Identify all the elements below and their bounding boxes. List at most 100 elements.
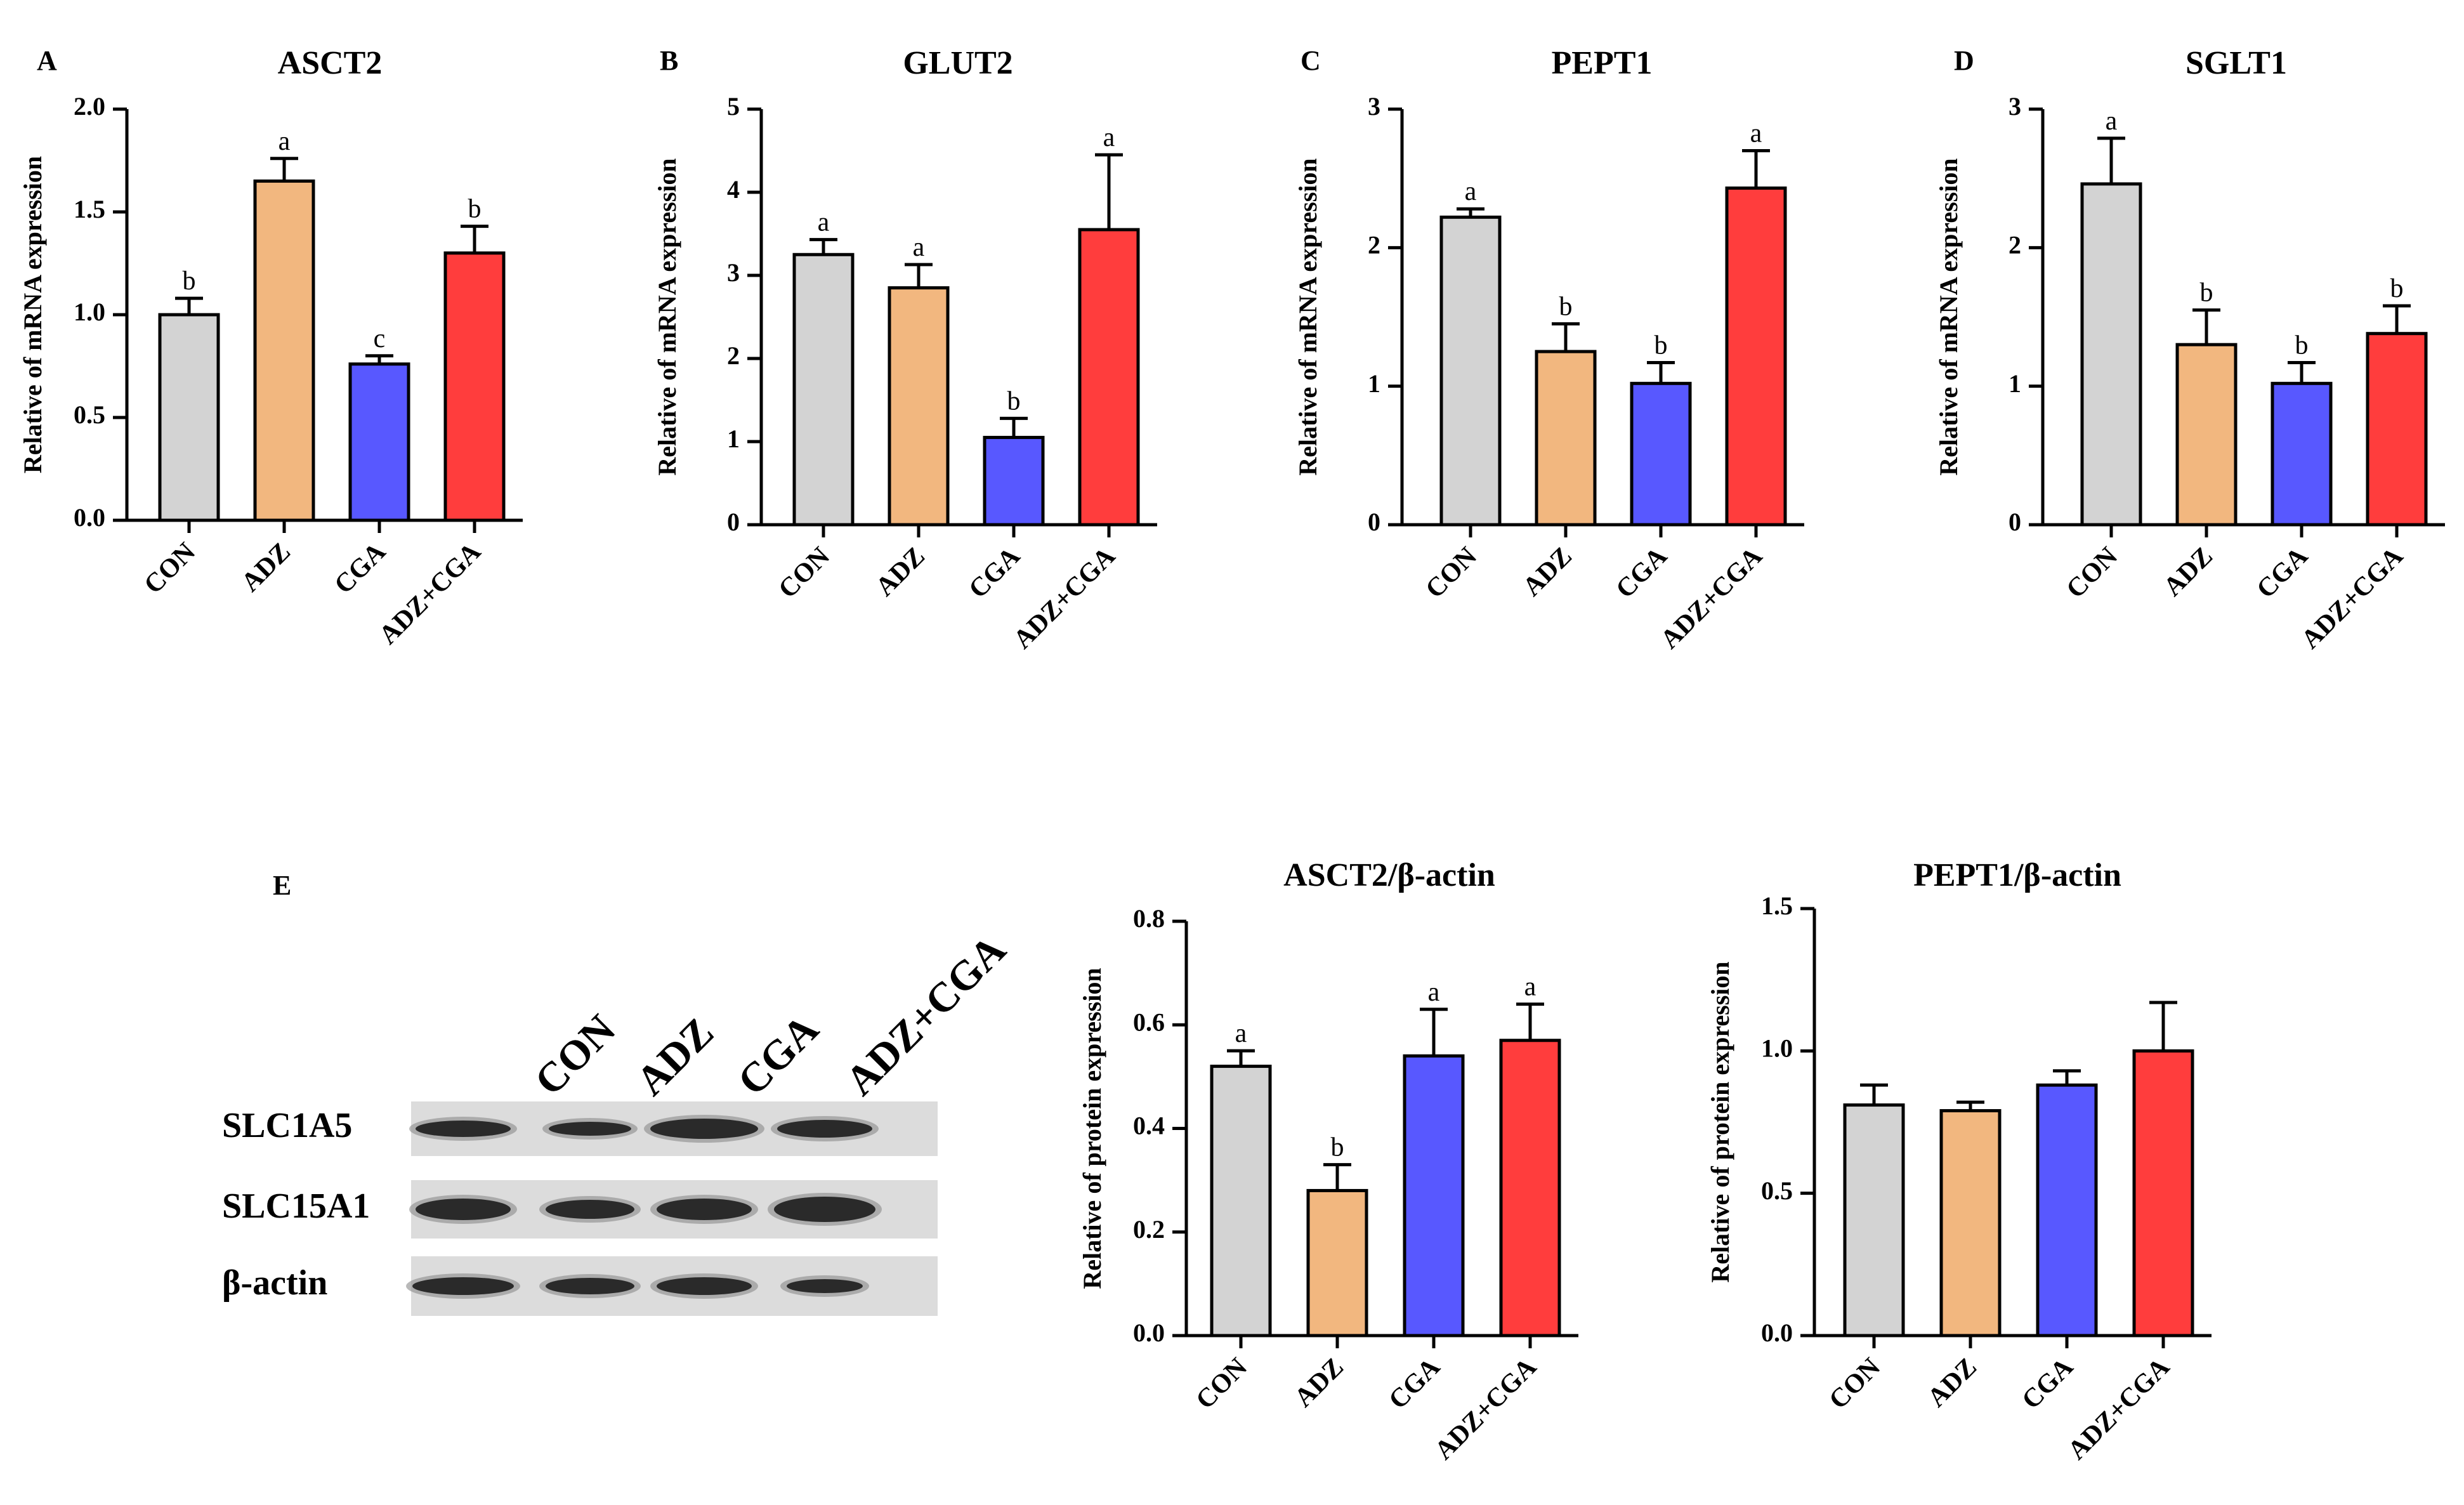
western-blot: CON ADZ CGA ADZ+CGA SLC1A5 SLC15A1 β-actin bbox=[222, 888, 1015, 1332]
chart-e1-y-tick-label: 0.6 bbox=[1133, 1008, 1165, 1036]
chart-e1-bar bbox=[1403, 1054, 1465, 1337]
chart-c-significance-label: b bbox=[1559, 292, 1573, 321]
chart-a-category-label: CGA bbox=[329, 537, 392, 600]
chart-c-category-label: ADZ bbox=[1517, 542, 1578, 602]
chart-b-bar bbox=[792, 253, 855, 527]
chart-c-bar bbox=[1535, 350, 1597, 527]
chart-d-y-tick-label: 2 bbox=[2009, 231, 2021, 260]
blot-band bbox=[549, 1122, 631, 1136]
chart-b-bar bbox=[983, 435, 1045, 527]
chart-b-category-label: ADZ+CGA bbox=[1008, 541, 1122, 655]
chart-a-category-label: ADZ+CGA bbox=[374, 537, 487, 650]
chart-c-category-label: ADZ+CGA bbox=[1655, 541, 1769, 655]
chart-a-significance-label: c bbox=[374, 324, 386, 353]
chart-c-y-tick-label: 1 bbox=[1368, 369, 1380, 398]
chart-e2-y-tick-label: 0.0 bbox=[1761, 1318, 1793, 1347]
chart-b-significance-label: a bbox=[1103, 123, 1115, 152]
chart-e1-category-label: CON bbox=[1191, 1353, 1254, 1416]
blot-band bbox=[774, 1197, 875, 1222]
blot-band bbox=[416, 1199, 511, 1220]
chart-d-y-tick-label: 0 bbox=[2009, 508, 2021, 536]
chart-panel-c: C PEPT1 Relative of mRNA expression 0 1 2 3 a C… bbox=[1281, 25, 1840, 730]
chart-a-significance-label: b bbox=[183, 266, 196, 296]
chart-e2-svg: PEPT1/β-actin Relative of protein express… bbox=[1706, 857, 2212, 1466]
blot-band bbox=[650, 1119, 758, 1139]
chart-panel-d: D SGLT1 Relative of mRNA expression 0 1 2 3 a C… bbox=[1922, 25, 2464, 730]
chart-e2-y-axis-label: Relative of protein expression bbox=[1706, 961, 1734, 1282]
chart-d-significance-label: b bbox=[2295, 331, 2309, 360]
blot-band bbox=[787, 1279, 863, 1293]
chart-panel-b: B GLUT2 Relative of mRNA expression 0 1 2 3 4 5… bbox=[641, 25, 1199, 730]
chart-d-significance-label: b bbox=[2390, 274, 2404, 303]
chart-e1-significance-label: a bbox=[1524, 973, 1537, 1002]
western-blot-svg: CON ADZ CGA ADZ+CGA SLC1A5 SLC15A1 β-actin bbox=[222, 926, 1015, 1316]
chart-e1-title: ASCT2/β-actin bbox=[1283, 857, 1495, 893]
chart-d-bar bbox=[2080, 182, 2142, 527]
chart-a-svg: ASCT2 Relative of mRNA expression 0.0 0.5 1.… bbox=[18, 45, 523, 650]
chart-b-y-tick-label: 4 bbox=[727, 175, 740, 204]
chart-c-significance-label: b bbox=[1655, 331, 1668, 360]
blot-column-label: ADZ+CGA bbox=[837, 926, 1015, 1105]
chart-e2-category-label: ADZ+CGA bbox=[2062, 1352, 2176, 1466]
chart-b-significance-label: a bbox=[818, 208, 830, 237]
chart-d-bar bbox=[2175, 343, 2238, 527]
blot-band bbox=[657, 1199, 752, 1220]
chart-c-category-label: CON bbox=[1420, 542, 1483, 605]
chart-a-y-tick-label: 2.0 bbox=[74, 92, 105, 121]
blot-column-label: CGA bbox=[729, 1006, 828, 1105]
chart-panel-e1: ASCT2/β-actin Relative of protein express… bbox=[1053, 825, 1624, 1505]
chart-panel-a: A ASCT2 Relative of mRNA expression 0.0 0.5… bbox=[0, 25, 558, 730]
chart-a-y-axis-label: Relative of mRNA expression bbox=[18, 156, 47, 473]
chart-e2-bar bbox=[2132, 1049, 2194, 1337]
chart-e1-y-tick-label: 0.4 bbox=[1133, 1112, 1165, 1140]
chart-d-y-tick-label: 1 bbox=[2009, 369, 2021, 398]
blot-row-label: β-actin bbox=[222, 1263, 327, 1303]
chart-b-category-label: CGA bbox=[964, 541, 1026, 604]
blot-column-label: CON bbox=[526, 1006, 624, 1104]
chart-a-y-tick-label: 0.0 bbox=[74, 503, 105, 532]
chart-b-y-tick-label: 3 bbox=[727, 258, 740, 287]
blot-band bbox=[657, 1277, 752, 1295]
chart-a-category-label: ADZ bbox=[236, 537, 296, 598]
chart-d-category-label: CON bbox=[2061, 542, 2124, 605]
chart-c-y-tick-label: 2 bbox=[1368, 231, 1380, 260]
chart-a-bar bbox=[443, 251, 506, 522]
chart-b-bar bbox=[1078, 228, 1140, 527]
chart-d-bar bbox=[2271, 381, 2333, 527]
chart-e1-y-tick-label: 0.2 bbox=[1133, 1215, 1165, 1244]
chart-a-y-tick-label: 1.5 bbox=[74, 195, 105, 223]
chart-e1-bar bbox=[1499, 1039, 1561, 1337]
chart-b-bar bbox=[888, 286, 950, 527]
chart-e1-bar bbox=[1210, 1065, 1272, 1337]
chart-d-category-label: ADZ+CGA bbox=[2296, 541, 2409, 655]
chart-b-category-label: ADZ bbox=[870, 542, 931, 602]
chart-e2-y-tick-label: 1.0 bbox=[1761, 1034, 1793, 1063]
chart-c-svg: PEPT1 Relative of mRNA expression 0 1 2 3 a CON… bbox=[1294, 45, 1804, 655]
chart-d-svg: SGLT1 Relative of mRNA expression 0 1 2 3 a CON… bbox=[1934, 45, 2445, 655]
chart-e1-bar bbox=[1306, 1188, 1368, 1337]
chart-a-bar bbox=[158, 313, 220, 522]
chart-b-title: GLUT2 bbox=[903, 45, 1012, 81]
chart-e2-bar bbox=[1843, 1103, 1905, 1337]
chart-e1-y-axis-label: Relative of protein expression bbox=[1078, 968, 1106, 1289]
chart-b-y-tick-label: 5 bbox=[727, 92, 740, 121]
chart-b-svg: GLUT2 Relative of mRNA expression 0 1 2 3 4 5 a C… bbox=[653, 45, 1157, 655]
chart-e1-category-label: CGA bbox=[1384, 1352, 1446, 1415]
chart-c-y-axis-label: Relative of mRNA expression bbox=[1294, 158, 1322, 475]
chart-panel-e2: PEPT1/β-actin Relative of protein express… bbox=[1700, 825, 2271, 1505]
blot-band bbox=[416, 1121, 511, 1137]
chart-d-significance-label: a bbox=[2106, 107, 2118, 136]
chart-a-significance-label: b bbox=[468, 195, 482, 224]
blot-row-label: SLC1A5 bbox=[222, 1106, 352, 1145]
chart-e2-category-label: CGA bbox=[2017, 1352, 2080, 1415]
chart-e1-y-tick-label: 0.8 bbox=[1133, 904, 1165, 933]
chart-d-category-label: CGA bbox=[2251, 541, 2314, 604]
panel-letter-b: B bbox=[660, 45, 679, 76]
chart-c-y-tick-label: 0 bbox=[1368, 508, 1380, 536]
chart-b-y-tick-label: 1 bbox=[727, 424, 740, 453]
chart-b-significance-label: b bbox=[1007, 386, 1021, 416]
chart-e2-bar bbox=[2036, 1083, 2098, 1337]
chart-c-significance-label: a bbox=[1750, 119, 1762, 148]
chart-e2-category-label: CON bbox=[1824, 1353, 1887, 1416]
chart-d-significance-label: b bbox=[2200, 279, 2213, 308]
